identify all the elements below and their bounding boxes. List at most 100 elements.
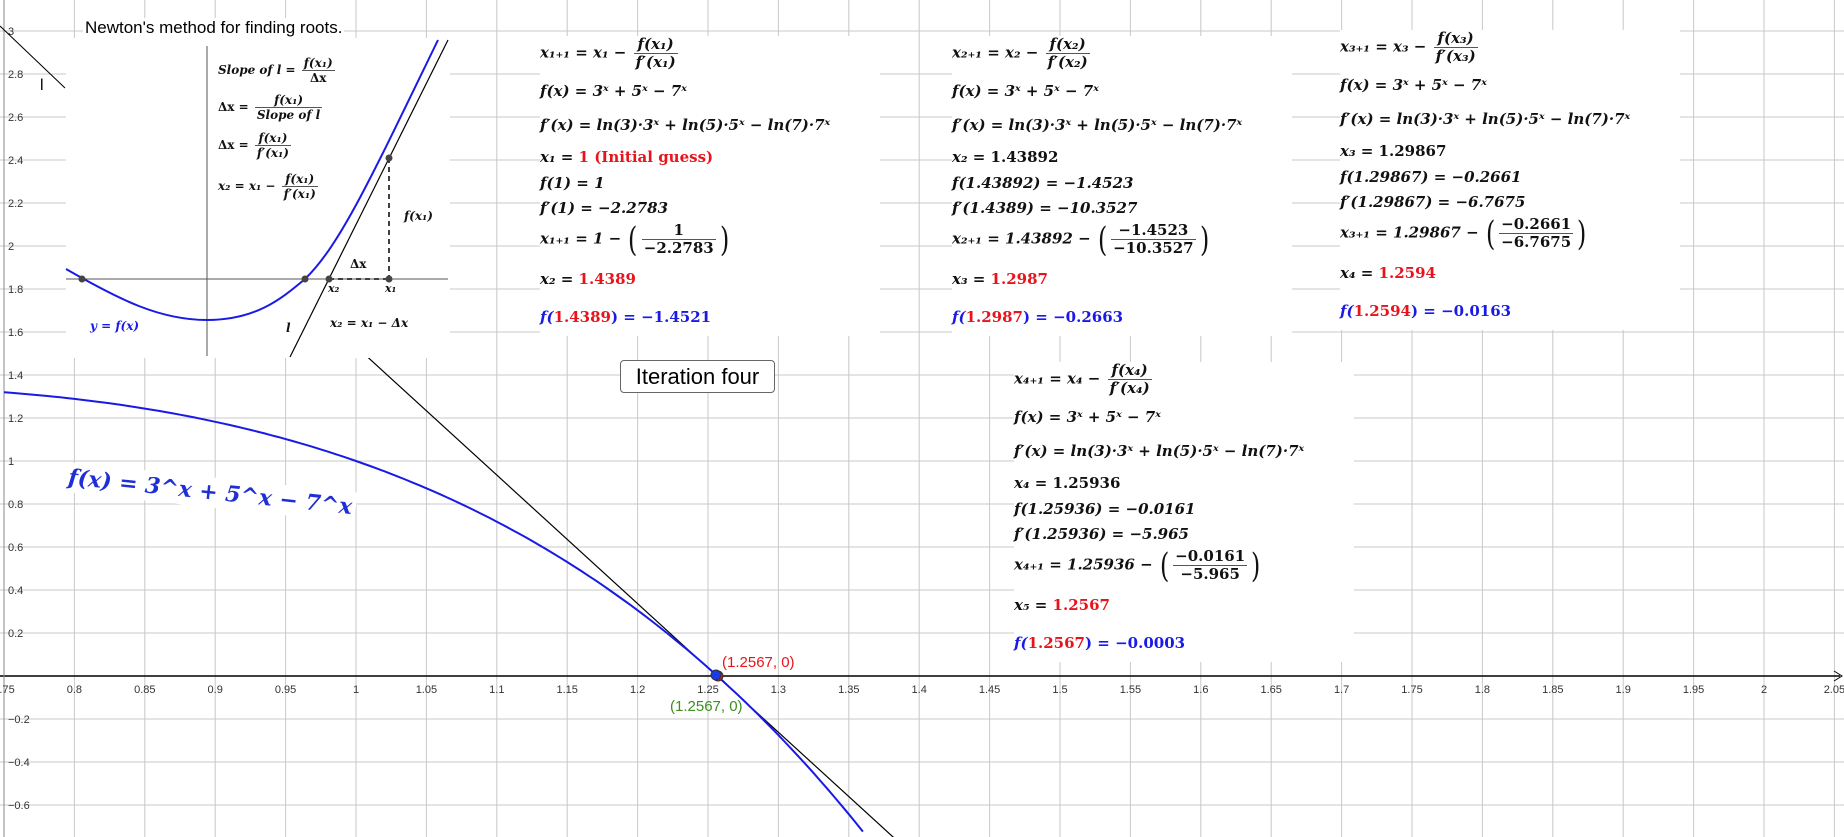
newton-formula: x₄₊₁ = x₄ − f(x₄) f′(x₄) bbox=[1014, 361, 1152, 397]
verification: f(1.4389) = −1.4521 bbox=[540, 308, 712, 326]
next-x: x₃ = 1.2987 bbox=[952, 270, 1048, 288]
svg-text:1.7: 1.7 bbox=[1334, 684, 1349, 696]
newton-formula: x₂₊₁ = x₂ − f(x₂) f′(x₂) bbox=[952, 35, 1090, 71]
svg-text:1.2: 1.2 bbox=[8, 413, 23, 425]
inset-label-dx: Δx bbox=[350, 257, 367, 271]
inset-x2-formula: x₂ = x₁ − f(x₁) f′(x₁) bbox=[218, 172, 318, 201]
svg-text:0.8: 0.8 bbox=[8, 499, 23, 511]
derivative-definition: f′(x) = ln(3)·3ˣ + ln(5)·5ˣ − ln(7)·7ˣ bbox=[1014, 442, 1305, 460]
svg-text:0.95: 0.95 bbox=[275, 684, 296, 696]
tangent-line bbox=[309, 303, 894, 837]
iteration-panel-4: x₄₊₁ = x₄ − f(x₄) f′(x₄) f(x) = 3ˣ + 5ˣ −… bbox=[1014, 362, 1354, 662]
page-title: Newton's method for finding roots. bbox=[83, 18, 345, 38]
svg-text:1.8: 1.8 bbox=[8, 284, 23, 296]
inset-point bbox=[385, 154, 393, 162]
verification: f(1.2987) = −0.2663 bbox=[952, 308, 1124, 326]
newton-step: x₄₊₁ = 1.25936 − (−0.0161 −5.965) bbox=[1014, 545, 1261, 586]
root-label-green: (1.2567, 0) bbox=[670, 698, 743, 715]
svg-text:1: 1 bbox=[8, 456, 14, 468]
inset-point bbox=[385, 275, 393, 283]
inset-point bbox=[301, 275, 309, 283]
svg-text:2.05: 2.05 bbox=[1824, 684, 1844, 696]
svg-text:1.45: 1.45 bbox=[979, 684, 1000, 696]
inset-tangent-line bbox=[289, 39, 449, 358]
svg-text:1.5: 1.5 bbox=[1052, 684, 1067, 696]
tick-labels: 0.75 0.8 0.85 0.9 0.95 1 1.05 1.1 1.15 1.2 1.25 1.3… bbox=[0, 26, 1844, 812]
function-evaluation: f(1.43892) = −1.4523 bbox=[952, 174, 1134, 192]
current-x: x₃ = 1.29867 bbox=[1340, 142, 1447, 160]
svg-text:1.4: 1.4 bbox=[8, 370, 23, 382]
svg-text:0.8: 0.8 bbox=[67, 684, 82, 696]
svg-text:1: 1 bbox=[353, 684, 359, 696]
svg-text:3: 3 bbox=[8, 26, 14, 38]
svg-text:2: 2 bbox=[8, 241, 14, 253]
inset-label-curve: y = f(x) bbox=[90, 319, 140, 333]
svg-text:1.4: 1.4 bbox=[912, 684, 927, 696]
svg-text:1.95: 1.95 bbox=[1683, 684, 1704, 696]
inset-point bbox=[78, 275, 86, 283]
inset-label-result: x₂ = x₁ − Δx bbox=[330, 316, 409, 330]
function-definition: f(x) = 3ˣ + 5ˣ − 7ˣ bbox=[1014, 408, 1161, 426]
svg-text:0.2: 0.2 bbox=[8, 628, 23, 640]
svg-text:1.6: 1.6 bbox=[1193, 684, 1208, 696]
function-definition: f(x) = 3ˣ + 5ˣ − 7ˣ bbox=[1340, 76, 1487, 94]
svg-text:2.6: 2.6 bbox=[8, 112, 23, 124]
next-x: x₅ = 1.2567 bbox=[1014, 596, 1110, 614]
svg-text:1.3: 1.3 bbox=[771, 684, 786, 696]
svg-text:1.2: 1.2 bbox=[630, 684, 645, 696]
previous-tangent-line bbox=[0, 25, 66, 89]
current-x: x₂ = 1.43892 bbox=[952, 148, 1059, 166]
derivative-definition: f′(x) = ln(3)·3ˣ + ln(5)·5ˣ − ln(7)·7ˣ bbox=[1340, 110, 1631, 128]
svg-text:1.9: 1.9 bbox=[1616, 684, 1631, 696]
function-definition: f(x) = 3ˣ + 5ˣ − 7ˣ bbox=[540, 82, 687, 100]
inset-label-x1: x₁ bbox=[385, 282, 397, 295]
next-x: x₂ = 1.4389 bbox=[540, 270, 636, 288]
svg-text:0.85: 0.85 bbox=[134, 684, 155, 696]
svg-text:2.4: 2.4 bbox=[8, 155, 23, 167]
svg-text:0.6: 0.6 bbox=[8, 542, 23, 554]
iteration-panel-2: x₂₊₁ = x₂ − f(x₂) f′(x₂) f(x) = 3ˣ + 5ˣ −… bbox=[952, 36, 1292, 336]
current-x: x₁ = 1 (Initial guess) bbox=[540, 148, 714, 166]
derivative-evaluation: f′(1.29867) = −6.7675 bbox=[1340, 193, 1526, 211]
newton-step: x₁₊₁ = 1 − (1 −2.2783) bbox=[540, 219, 730, 260]
function-curve bbox=[3, 391, 864, 833]
next-x: x₄ = 1.2594 bbox=[1340, 264, 1436, 282]
svg-text:1.25: 1.25 bbox=[697, 684, 718, 696]
newton-formula: x₃₊₁ = x₃ − f(x₃) f′(x₃) bbox=[1340, 29, 1478, 65]
iteration-four-button[interactable]: Iteration four bbox=[620, 360, 775, 393]
function-evaluation: f(1.25936) = −0.0161 bbox=[1014, 500, 1196, 518]
svg-text:1.8: 1.8 bbox=[1475, 684, 1490, 696]
derivative-evaluation: f′(1.25936) = −5.965 bbox=[1014, 525, 1189, 543]
svg-text:2.2: 2.2 bbox=[8, 198, 23, 210]
iteration-panel-1: x₁₊₁ = x₁ − f(x₁) f′(x₁) f(x) = 3ˣ + 5ˣ −… bbox=[540, 36, 880, 336]
svg-text:1.55: 1.55 bbox=[1120, 684, 1141, 696]
svg-text:0.4: 0.4 bbox=[8, 585, 23, 597]
svg-text:1.65: 1.65 bbox=[1260, 684, 1281, 696]
newton-step: x₂₊₁ = 1.43892 − (−1.4523 −10.3527) bbox=[952, 219, 1209, 260]
svg-text:0.75: 0.75 bbox=[0, 684, 15, 696]
inset-dx-formula-1: Δx = f(x₁) Slope of l bbox=[218, 93, 323, 122]
newton-formula: x₁₊₁ = x₁ − f(x₁) f′(x₁) bbox=[540, 35, 678, 71]
derivative-definition: f′(x) = ln(3)·3ˣ + ln(5)·5ˣ − ln(7)·7ˣ bbox=[540, 116, 831, 134]
inset-label-tangent: l bbox=[286, 321, 291, 335]
function-definition: f(x) = 3ˣ + 5ˣ − 7ˣ bbox=[952, 82, 1099, 100]
inset-curve bbox=[65, 39, 439, 322]
inset-label-fx1: f(x₁) bbox=[404, 209, 433, 223]
svg-text:1.75: 1.75 bbox=[1401, 684, 1422, 696]
derivative-evaluation: f′(1.4389) = −10.3527 bbox=[952, 199, 1138, 217]
svg-text:2: 2 bbox=[1761, 684, 1767, 696]
svg-text:−0.2: −0.2 bbox=[8, 714, 30, 726]
svg-text:1.05: 1.05 bbox=[416, 684, 437, 696]
derivative-evaluation: f′(1) = −2.2783 bbox=[540, 199, 669, 217]
inset-slope-formula: Slope of l = f(x₁) Δx bbox=[218, 56, 335, 85]
svg-text:1.35: 1.35 bbox=[838, 684, 859, 696]
svg-text:2.8: 2.8 bbox=[8, 69, 23, 81]
inset-diagram bbox=[65, 38, 450, 358]
root-point-blue[interactable] bbox=[710, 669, 722, 681]
svg-text:1.15: 1.15 bbox=[556, 684, 577, 696]
previous-tangent-label: l bbox=[40, 77, 44, 94]
function-evaluation: f(1.29867) = −0.2661 bbox=[1340, 168, 1522, 186]
current-x: x₄ = 1.25936 bbox=[1014, 474, 1121, 492]
function-evaluation: f(1) = 1 bbox=[540, 174, 605, 192]
